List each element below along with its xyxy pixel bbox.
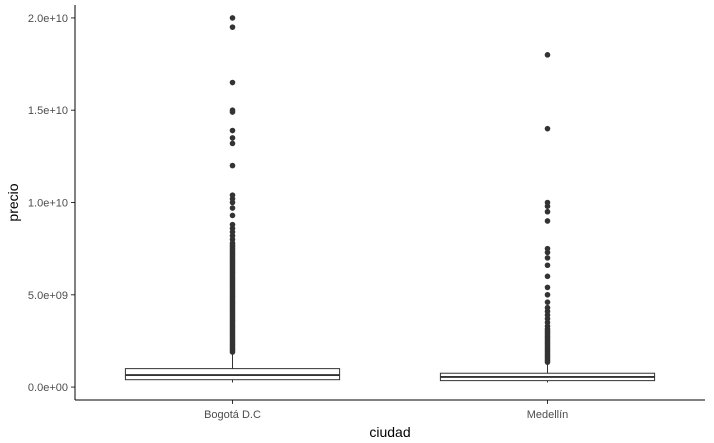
outlier-point bbox=[544, 125, 551, 132]
outlier-point bbox=[544, 299, 551, 305]
x-axis-title: ciudad bbox=[369, 424, 410, 440]
x-tick-label: Bogotá D.C bbox=[204, 409, 261, 421]
outlier-point bbox=[229, 221, 236, 228]
outlier-point bbox=[544, 304, 551, 311]
y-tick-label: 2.0e+10 bbox=[28, 13, 68, 25]
y-tick-label: 1.0e+10 bbox=[28, 198, 68, 210]
outlier-point bbox=[229, 79, 236, 86]
box-iqr bbox=[124, 368, 341, 381]
outlier-point bbox=[229, 140, 236, 147]
y-tick-label: 5.0e+09 bbox=[28, 290, 68, 302]
outlier-point bbox=[229, 192, 236, 198]
outlier-point bbox=[544, 218, 551, 224]
y-axis-title: precio bbox=[5, 183, 21, 221]
outlier-point bbox=[229, 24, 236, 30]
outlier-point bbox=[229, 162, 236, 169]
outlier-point bbox=[544, 52, 551, 58]
outlier-point bbox=[229, 127, 236, 134]
outlier-point bbox=[544, 291, 551, 298]
x-tick-label: Medellín bbox=[527, 409, 569, 421]
outlier-point bbox=[544, 273, 551, 280]
outlier-point bbox=[544, 255, 551, 261]
outlier-point bbox=[544, 262, 551, 269]
outlier-point bbox=[229, 212, 236, 219]
y-tick-label: 0.0e+00 bbox=[28, 382, 68, 394]
outlier-point bbox=[229, 15, 236, 21]
y-tick-label: 1.5e+10 bbox=[28, 105, 68, 117]
outlier-point bbox=[229, 135, 236, 141]
box-bogota bbox=[124, 15, 341, 383]
outlier-point bbox=[544, 284, 551, 291]
outlier-point bbox=[229, 107, 236, 114]
outlier-point bbox=[544, 199, 551, 206]
x-axis-ticks: Bogotá D.C Medellín bbox=[204, 400, 568, 421]
box-medellin bbox=[439, 52, 656, 383]
outlier-point bbox=[229, 205, 236, 211]
outlier-point bbox=[544, 245, 551, 252]
y-axis-ticks: 0.0e+00 5.0e+09 1.0e+10 1.5e+10 2.0e+10 bbox=[28, 13, 75, 394]
outlier-point bbox=[544, 208, 551, 215]
box-groups bbox=[124, 15, 656, 383]
